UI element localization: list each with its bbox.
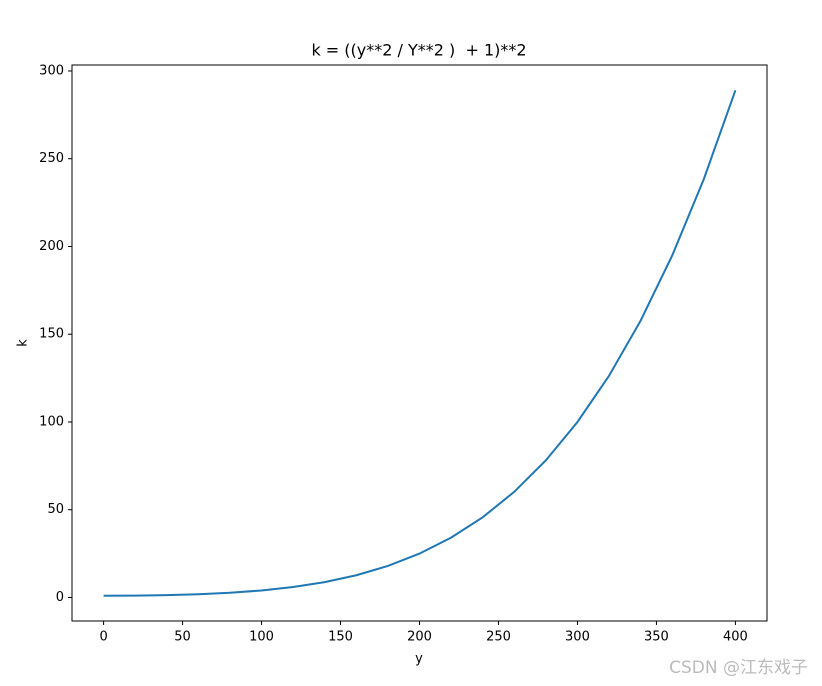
x-axis-label: y bbox=[415, 652, 423, 667]
x-tick-label: 250 bbox=[486, 630, 511, 645]
line-series bbox=[103, 89, 737, 597]
x-tick-label: 50 bbox=[174, 630, 191, 645]
y-tick-label: 50 bbox=[47, 502, 64, 517]
y-axis-label: k bbox=[16, 339, 31, 347]
plot-frame bbox=[71, 64, 768, 622]
y-tick-label: 200 bbox=[39, 239, 64, 254]
x-tick-label: 300 bbox=[565, 630, 590, 645]
x-tick-label: 0 bbox=[99, 630, 107, 645]
x-tick-label: 150 bbox=[328, 630, 353, 645]
y-tick-label: 300 bbox=[39, 63, 64, 78]
chart-title: k = ((y**2 / Y**2 ) + 1)**2 bbox=[311, 41, 526, 60]
x-tick-label: 350 bbox=[644, 630, 669, 645]
y-tick-label: 0 bbox=[56, 590, 64, 605]
x-tick-label: 200 bbox=[407, 630, 432, 645]
x-tick-label: 100 bbox=[249, 630, 274, 645]
watermark: CSDN @江东戏子 bbox=[669, 658, 808, 678]
y-tick-label: 150 bbox=[39, 327, 64, 342]
y-tick-label: 100 bbox=[39, 414, 64, 429]
y-tick-label: 250 bbox=[39, 151, 64, 166]
x-tick-label: 400 bbox=[723, 630, 748, 645]
